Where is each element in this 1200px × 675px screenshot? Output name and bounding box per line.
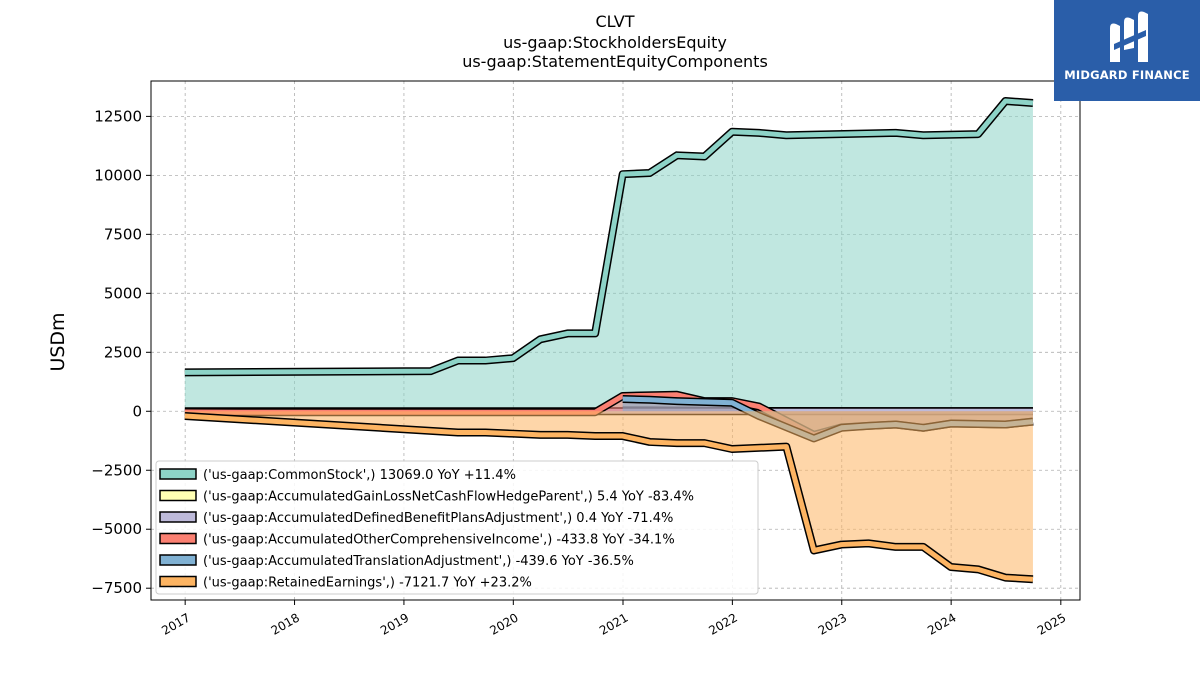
x-tick-label: 2024 <box>925 610 958 637</box>
legend-entry-2: ('us-gaap:AccumulatedDefinedBenefitPlans… <box>203 511 673 526</box>
legend-entry-1: ('us-gaap:AccumulatedGainLossNetCashFlow… <box>203 490 694 505</box>
y-tick-label: 10000 <box>94 166 142 184</box>
brand-logo: MIDGARD FINANCE <box>1054 0 1200 101</box>
legend-entry-0: ('us-gaap:CommonStock',) 13069.0 YoY +11… <box>203 468 516 483</box>
x-axis-ticks: 2017 2018 2019 2020 2021 2022 2023 2024 2025 <box>159 600 1068 638</box>
y-tick-label: 0 <box>132 402 142 420</box>
x-tick-label: 2020 <box>487 610 520 637</box>
legend-swatch-5 <box>159 575 197 588</box>
chart-title-line-2: us-gaap:StockholdersEquity <box>503 33 727 52</box>
y-tick-label: −2500 <box>91 461 142 479</box>
x-tick-label: 2023 <box>816 610 849 637</box>
brand-logo-mark <box>1110 11 1148 62</box>
legend-entry-4: ('us-gaap:AccumulatedTranslationAdjustme… <box>203 554 634 569</box>
legend-swatch-3 <box>159 532 197 545</box>
series-layer <box>184 97 1034 584</box>
y-tick-label: −7500 <box>91 579 142 597</box>
series-area-5 <box>184 411 1033 580</box>
y-tick-label: 2500 <box>104 343 142 361</box>
x-tick-label: 2025 <box>1035 610 1068 637</box>
legend-swatch-1 <box>159 489 197 502</box>
x-tick-label: 2019 <box>378 610 411 637</box>
y-axis-label: USDm <box>47 312 69 371</box>
chart-title-line-3: us-gaap:StatementEquityComponents <box>462 52 768 71</box>
brand-logo-text: MIDGARD FINANCE <box>1064 68 1190 82</box>
legend-swatch-2 <box>159 511 197 523</box>
y-tick-label: 7500 <box>104 225 142 243</box>
legend-swatch-4 <box>159 554 197 566</box>
y-tick-label: 5000 <box>104 284 142 302</box>
x-tick-label: 2018 <box>269 610 302 637</box>
legend: ('us-gaap:CommonStock',) 13069.0 YoY +11… <box>155 460 759 595</box>
chart-title: CLVT us-gaap:StockholdersEquity us-gaap:… <box>462 12 768 71</box>
series-line-5 <box>184 413 1034 582</box>
x-tick-label: 2017 <box>159 610 192 637</box>
y-tick-label: 12500 <box>94 107 142 125</box>
legend-box <box>155 460 759 595</box>
x-tick-label: 2022 <box>706 610 739 637</box>
plot-frame <box>150 80 1081 601</box>
legend-entry-5: ('us-gaap:RetainedEarnings',) -7121.7 Yo… <box>203 576 532 591</box>
x-tick-label: 2021 <box>597 610 630 637</box>
legend-entry-3: ('us-gaap:AccumulatedOtherComprehensiveI… <box>203 533 675 548</box>
y-axis-ticks: 12500 10000 7500 5000 2500 0 −2500 −5000 −7500 <box>91 107 151 597</box>
y-tick-label: −5000 <box>91 520 142 538</box>
series-line-0 <box>184 98 1034 375</box>
chart-title-line-1: CLVT <box>595 12 634 31</box>
legend-swatch-0 <box>159 468 197 480</box>
